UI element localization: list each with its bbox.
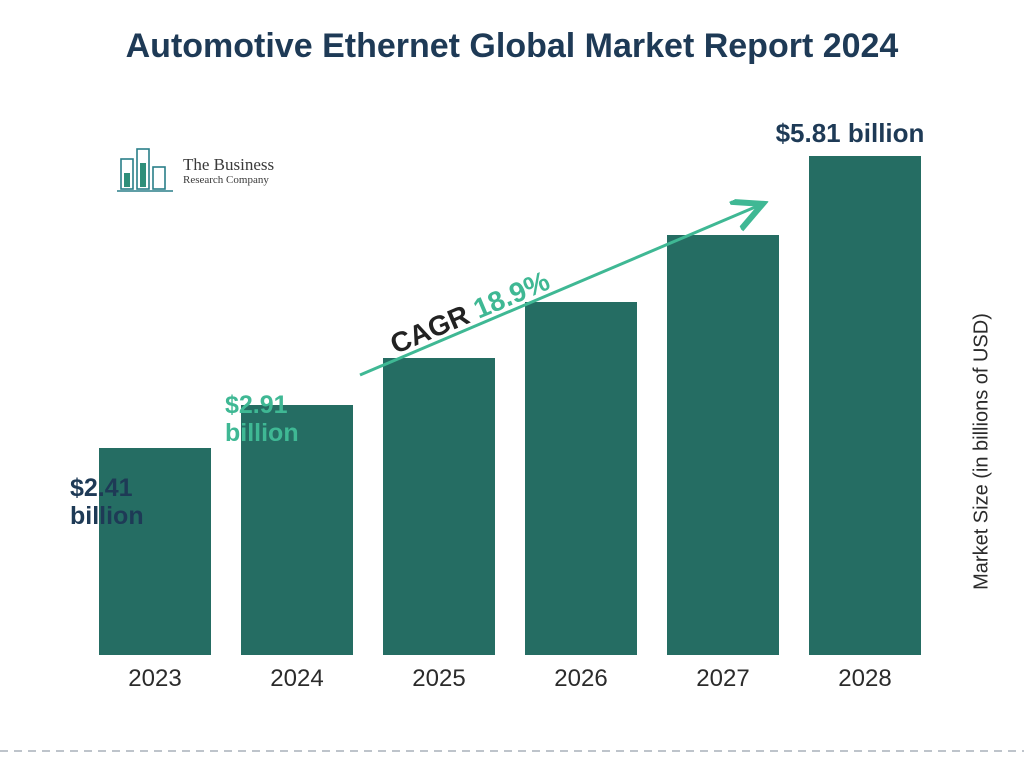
bar xyxy=(383,358,495,655)
x-axis-label: 2023 xyxy=(99,665,211,693)
page: Automotive Ethernet Global Market Report… xyxy=(0,0,1024,768)
bar xyxy=(809,156,921,655)
x-axis-label: 2024 xyxy=(241,665,353,693)
cagr-label: CAGR 18.9% xyxy=(392,330,562,362)
page-title: Automotive Ethernet Global Market Report… xyxy=(0,25,1024,68)
footer-divider xyxy=(0,750,1024,754)
x-axis-label: 2025 xyxy=(383,665,495,693)
x-axis-label: 2026 xyxy=(525,665,637,693)
x-axis-label: 2028 xyxy=(809,665,921,693)
bar xyxy=(667,235,779,655)
plot-area xyxy=(80,140,940,655)
value-label: $2.41billion xyxy=(70,475,180,530)
value-label: $2.91billion xyxy=(225,392,335,447)
y-axis-label: Market Size (in billions of USD) xyxy=(971,302,994,602)
bar-chart: 2023 2024 2025 2026 2027 2028 xyxy=(80,140,940,695)
value-label: $5.81 billion xyxy=(750,119,950,148)
x-axis-label: 2027 xyxy=(667,665,779,693)
